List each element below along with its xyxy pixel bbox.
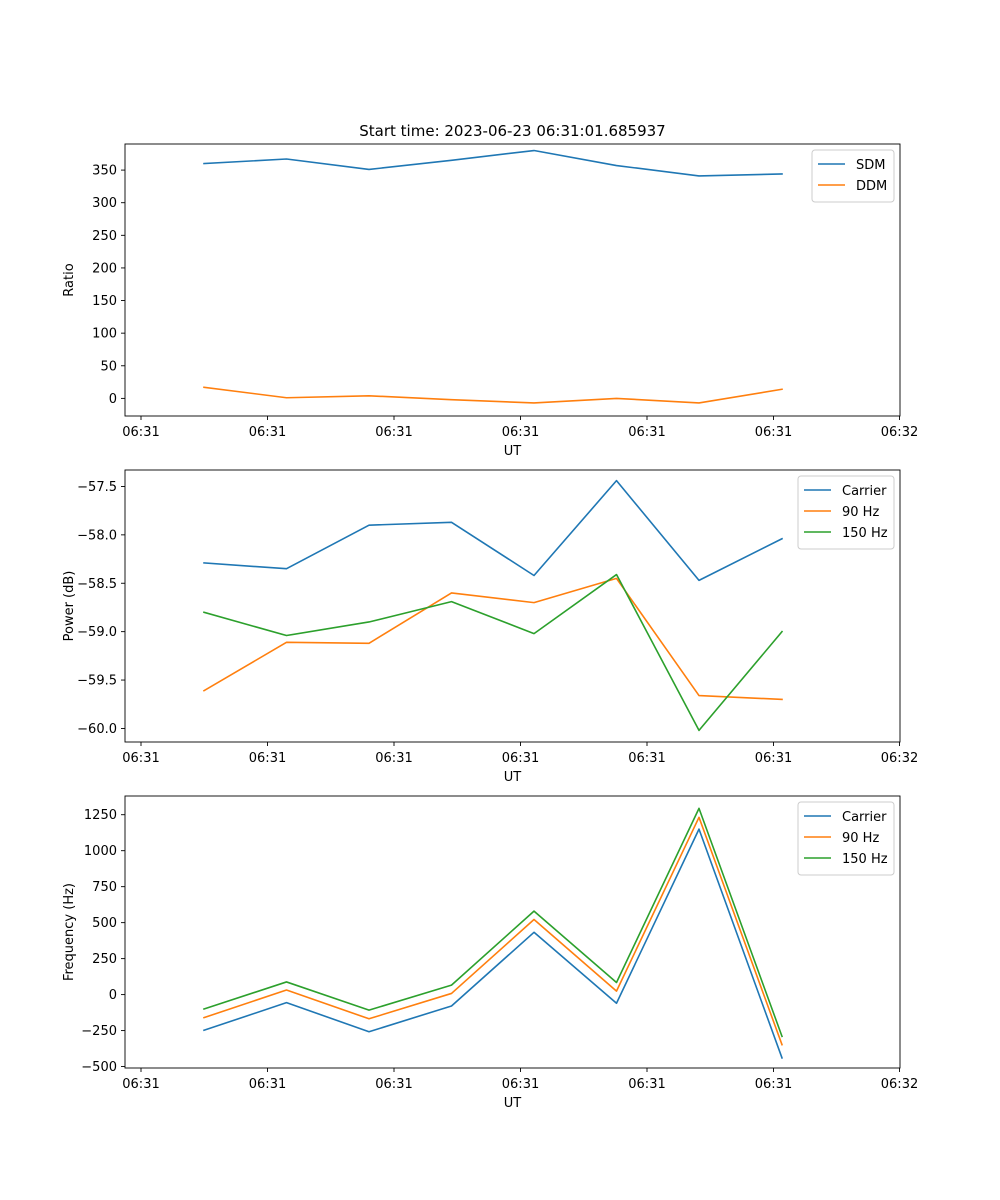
y-tick-label: 300: [92, 196, 117, 211]
y-axis-label: Power (dB): [62, 571, 77, 642]
series-line-2-2: [202, 577, 783, 701]
x-tick-label: 06:31: [249, 1077, 286, 1092]
axes-frame: [124, 143, 901, 417]
legend-label: 90 Hz: [842, 505, 879, 520]
x-tick-label: 06:31: [628, 1077, 665, 1092]
y-tick-label: −59.5: [77, 674, 117, 689]
x-tick-label: 06:31: [628, 751, 665, 766]
legend-label: 150 Hz: [842, 852, 888, 867]
x-tick-label: 06:31: [249, 425, 286, 440]
y-tick-label: 200: [92, 261, 117, 276]
series-line-3-1: [202, 828, 784, 1059]
plot-2: 06:31 06:31 06:31 06:31 06:31 06:31 06:32 −60.0…: [62, 469, 918, 785]
axes-frame: [124, 795, 901, 1069]
y-tick-label: 50: [100, 359, 117, 374]
y-tick-label: 250: [92, 952, 117, 967]
plot-1: 06:31 06:31 06:31 06:31 06:31 06:31 06:32 0 50 10…: [62, 143, 918, 459]
y-tick-label: 0: [109, 988, 117, 1003]
x-tick-label: 06:32: [881, 1077, 918, 1092]
chart-title: Start time: 2023-06-23 06:31:01.685937: [359, 122, 665, 140]
legend-box: [811, 149, 895, 203]
legend-box: [797, 475, 895, 550]
y-tick-label: −500: [81, 1060, 117, 1075]
x-tick-label: 06:31: [122, 751, 159, 766]
x-tick-label: 06:31: [122, 425, 159, 440]
plots: 06:31 06:31 06:31 06:31 06:31 06:31 06:32 0 50 10…: [62, 143, 918, 1111]
series-line-1-2: [203, 386, 783, 404]
y-tick-label: −57.5: [77, 480, 117, 495]
series-line-3-2: [202, 816, 784, 1046]
x-tick-label: 06:31: [375, 751, 412, 766]
y-tick-label: 150: [92, 294, 117, 309]
y-tick-label: 250: [92, 229, 117, 244]
x-tick-label: 06:32: [881, 425, 918, 440]
y-tick-label: −58.5: [77, 577, 117, 592]
x-tick-label: 06:31: [249, 751, 286, 766]
axes-frame: [124, 469, 901, 743]
series-line-2-1: [203, 479, 784, 582]
legend-label: Carrier: [842, 484, 887, 499]
legend: Carrier 90 Hz 150 Hz: [797, 801, 895, 876]
y-tick-label: 1250: [84, 808, 117, 823]
y-tick-label: −58.0: [77, 528, 117, 543]
legend: Carrier 90 Hz 150 Hz: [797, 475, 895, 550]
legend-box: [797, 801, 895, 876]
x-axis-label: UT: [504, 770, 522, 785]
y-tick-label: 0: [109, 392, 117, 407]
series-line-2-3: [203, 573, 784, 732]
y-tick-label: −59.0: [77, 625, 117, 640]
y-axis-label: Ratio: [62, 263, 77, 296]
x-tick-label: 06:31: [628, 425, 665, 440]
legend-label: Carrier: [842, 810, 887, 825]
y-tick-label: 350: [92, 164, 117, 179]
y-tick-label: 750: [92, 880, 117, 895]
x-tick-label: 06:31: [502, 1077, 539, 1092]
x-tick-label: 06:31: [375, 425, 412, 440]
x-tick-label: 06:31: [755, 751, 792, 766]
y-tick-label: 1000: [84, 844, 117, 859]
plot-3: 06:31 06:31 06:31 06:31 06:31 06:31 06:32 −500 −…: [62, 795, 918, 1111]
legend-label: SDM: [856, 158, 885, 173]
y-tick-label: −60.0: [77, 722, 117, 737]
legend-label: 90 Hz: [842, 831, 879, 846]
x-tick-label: 06:32: [881, 751, 918, 766]
legend-label: DDM: [856, 179, 887, 194]
series-line-3-3: [202, 807, 784, 1038]
x-tick-label: 06:31: [755, 425, 792, 440]
y-axis-label: Frequency (Hz): [62, 883, 77, 981]
series-line-1-1: [203, 149, 783, 177]
x-tick-label: 06:31: [502, 425, 539, 440]
x-tick-label: 06:31: [375, 1077, 412, 1092]
y-tick-label: 100: [92, 327, 117, 342]
legend: SDM DDM: [811, 149, 895, 203]
x-tick-label: 06:31: [755, 1077, 792, 1092]
y-tick-label: 500: [92, 916, 117, 931]
x-axis-label: UT: [504, 1096, 522, 1111]
legend-label: 150 Hz: [842, 526, 888, 541]
y-tick-label: −250: [81, 1024, 117, 1039]
x-tick-label: 06:31: [502, 751, 539, 766]
x-tick-label: 06:31: [122, 1077, 159, 1092]
x-axis-label: UT: [504, 444, 522, 459]
